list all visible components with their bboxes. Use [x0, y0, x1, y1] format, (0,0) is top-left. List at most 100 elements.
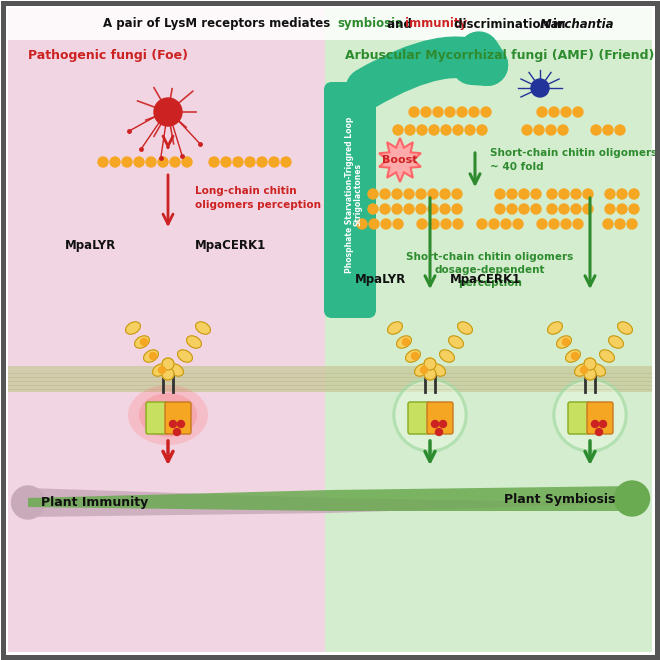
Circle shape — [245, 157, 255, 167]
Text: MpaLYR: MpaLYR — [355, 273, 407, 286]
Ellipse shape — [457, 322, 473, 334]
Ellipse shape — [195, 322, 211, 334]
Circle shape — [507, 204, 517, 214]
Text: discrimination in: discrimination in — [450, 18, 570, 30]
Circle shape — [380, 204, 390, 214]
Circle shape — [549, 219, 559, 229]
Circle shape — [432, 420, 438, 428]
Circle shape — [380, 189, 390, 199]
Circle shape — [154, 98, 182, 126]
Circle shape — [559, 204, 569, 214]
Circle shape — [453, 125, 463, 135]
Circle shape — [495, 189, 505, 199]
Circle shape — [537, 107, 547, 117]
Circle shape — [573, 219, 583, 229]
Circle shape — [531, 79, 549, 97]
Circle shape — [404, 189, 414, 199]
Circle shape — [595, 428, 603, 436]
Circle shape — [428, 189, 438, 199]
Circle shape — [561, 219, 571, 229]
Circle shape — [429, 125, 439, 135]
Text: Phosphate Starvation-Triggred Loop: Phosphate Starvation-Triggred Loop — [345, 117, 354, 273]
Circle shape — [583, 204, 593, 214]
Text: and: and — [383, 18, 416, 30]
Circle shape — [547, 189, 557, 199]
Text: Marchantia: Marchantia — [540, 18, 614, 30]
Circle shape — [591, 420, 599, 428]
Text: Pathogenic fungi (Foe): Pathogenic fungi (Foe) — [28, 50, 188, 63]
FancyBboxPatch shape — [324, 82, 376, 318]
Circle shape — [440, 420, 447, 428]
Circle shape — [281, 157, 291, 167]
Circle shape — [122, 157, 132, 167]
Circle shape — [465, 125, 475, 135]
Circle shape — [531, 204, 541, 214]
Circle shape — [233, 157, 243, 167]
Circle shape — [269, 157, 279, 167]
Circle shape — [558, 125, 568, 135]
Circle shape — [158, 157, 168, 167]
Circle shape — [162, 358, 174, 370]
Circle shape — [417, 219, 427, 229]
Circle shape — [158, 366, 166, 374]
Circle shape — [603, 219, 613, 229]
Circle shape — [209, 157, 219, 167]
Polygon shape — [28, 486, 632, 511]
Ellipse shape — [599, 350, 614, 362]
Ellipse shape — [128, 385, 208, 445]
Text: Short-chain chitin oligomers
dosage-dependent
perception: Short-chain chitin oligomers dosage-depe… — [407, 252, 574, 288]
FancyBboxPatch shape — [3, 3, 657, 657]
Bar — [8, 366, 652, 392]
Circle shape — [614, 481, 649, 516]
Text: symbiosis: symbiosis — [337, 18, 402, 30]
Circle shape — [477, 219, 487, 229]
Circle shape — [182, 157, 192, 167]
Ellipse shape — [548, 322, 562, 334]
Circle shape — [573, 107, 583, 117]
Circle shape — [381, 219, 391, 229]
Circle shape — [629, 204, 639, 214]
Circle shape — [357, 219, 367, 229]
Circle shape — [368, 204, 378, 214]
FancyBboxPatch shape — [146, 402, 168, 434]
Circle shape — [440, 204, 450, 214]
Ellipse shape — [591, 364, 605, 376]
Circle shape — [501, 219, 511, 229]
FancyBboxPatch shape — [568, 402, 590, 434]
Text: MpaCERK1: MpaCERK1 — [195, 238, 266, 251]
Circle shape — [368, 189, 378, 199]
Ellipse shape — [609, 336, 624, 348]
Circle shape — [599, 420, 607, 428]
Ellipse shape — [135, 336, 149, 348]
Circle shape — [134, 157, 144, 167]
Circle shape — [617, 189, 627, 199]
FancyBboxPatch shape — [587, 402, 613, 434]
Circle shape — [424, 368, 436, 380]
Text: A pair of LysM receptors mediates: A pair of LysM receptors mediates — [102, 18, 334, 30]
Circle shape — [404, 204, 414, 214]
Circle shape — [436, 428, 442, 436]
Text: Short-chain chitin oligomers
~ 40 fold: Short-chain chitin oligomers ~ 40 fold — [490, 148, 657, 172]
Circle shape — [416, 189, 426, 199]
Text: MpaLYR: MpaLYR — [65, 238, 116, 251]
Circle shape — [440, 189, 450, 199]
Circle shape — [392, 189, 402, 199]
Circle shape — [591, 125, 601, 135]
Circle shape — [583, 189, 593, 199]
Circle shape — [428, 204, 438, 214]
Ellipse shape — [387, 322, 403, 334]
Circle shape — [162, 368, 174, 380]
Ellipse shape — [449, 336, 463, 348]
Ellipse shape — [430, 364, 446, 376]
Circle shape — [547, 204, 557, 214]
Ellipse shape — [187, 336, 201, 348]
Text: Long-chain chitin
oligomers perception: Long-chain chitin oligomers perception — [195, 186, 321, 210]
Circle shape — [615, 219, 625, 229]
Ellipse shape — [152, 364, 168, 376]
Circle shape — [452, 204, 462, 214]
Ellipse shape — [125, 322, 141, 334]
Circle shape — [571, 189, 581, 199]
Circle shape — [11, 486, 44, 519]
Text: Boost: Boost — [382, 155, 418, 165]
Circle shape — [141, 339, 147, 345]
